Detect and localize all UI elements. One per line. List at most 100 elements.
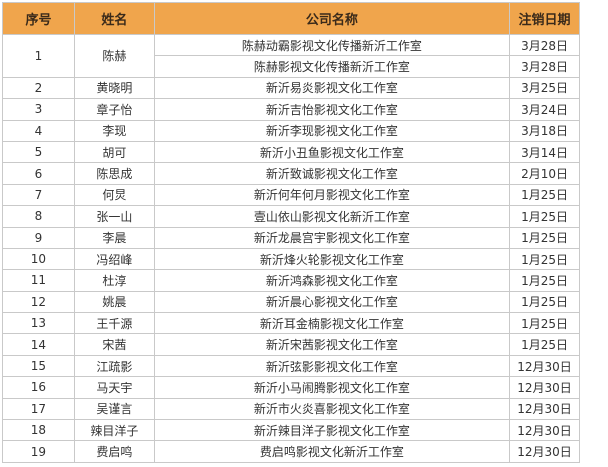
name-cell: 章子怡 — [73, 98, 155, 121]
date-cell: 3月18日 — [509, 119, 580, 142]
date-cell: 3月14日 — [509, 140, 580, 164]
company-cell: 新沂李现影视文化工作室 — [153, 119, 511, 142]
date-cell: 12月30日 — [509, 397, 580, 421]
company-cell: 新沂弦影影视文化工作室 — [153, 354, 511, 378]
date-cell: 12月30日 — [509, 440, 580, 463]
company-cell: 费启鸣影视文化新沂工作室 — [153, 440, 511, 463]
company-cell: 壹山依山影视文化新沂工作室 — [153, 205, 511, 228]
table-row: 3 章子怡 新沂吉怡影视文化工作室 3月24日 — [2, 98, 580, 121]
table-row: 11 杜淳 新沂鸿森影视文化工作室 1月25日 — [2, 269, 580, 292]
table-row: 1 陈赫 陈赫动霸影视文化传播新沂工作室 3月28日 — [2, 33, 580, 78]
date-cell: 1月25日 — [509, 205, 580, 228]
index-cell: 10 — [2, 247, 75, 271]
index-cell: 14 — [2, 333, 75, 356]
header-cell: 公司名称 — [153, 2, 511, 35]
index-cell: 12 — [2, 290, 75, 314]
deregistration-table: 序号 姓名 公司名称 注销日期 1 陈赫 陈赫动霸影视文化传播新沂工作室 3月28日 陈赫影视… — [2, 2, 580, 463]
name-cell: 黄晓明 — [73, 76, 155, 100]
index-cell: 3 — [2, 98, 75, 121]
table-row: 6 陈思成 新沂致诚影视文化工作室 2月10日 — [2, 162, 580, 185]
date-cell: 1月25日 — [509, 183, 580, 207]
index-cell: 7 — [2, 183, 75, 207]
company-cell: 新沂辣目洋子影视文化工作室 — [153, 419, 511, 442]
index-cell: 15 — [2, 354, 75, 378]
date-cell: 3月24日 — [509, 98, 580, 121]
company-cell: 陈赫动霸影视文化传播新沂工作室 — [153, 33, 511, 57]
company-cell: 新沂吉怡影视文化工作室 — [153, 98, 511, 121]
table-row: 4 李现 新沂李现影视文化工作室 3月18日 — [2, 119, 580, 142]
company-cell: 新沂烽火轮影视文化工作室 — [153, 247, 511, 271]
table-row: 19 费启鸣 费启鸣影视文化新沂工作室 12月30日 — [2, 440, 580, 463]
table-row: 14 宋茜 新沂宋茜影视文化工作室 1月25日 — [2, 333, 580, 356]
index-cell: 4 — [2, 119, 75, 142]
date-cell: 3月28日 — [509, 55, 580, 78]
index-cell: 1 — [2, 34, 75, 78]
index-cell: 9 — [2, 226, 75, 249]
table-row: 10 冯绍峰 新沂烽火轮影视文化工作室 1月25日 — [2, 247, 580, 271]
date-cell: 12月30日 — [509, 419, 580, 442]
index-cell: 18 — [2, 419, 75, 442]
name-cell: 胡可 — [73, 140, 155, 164]
index-cell: 17 — [2, 397, 75, 421]
name-cell: 冯绍峰 — [73, 247, 155, 271]
table-row: 5 胡可 新沂小丑鱼影视文化工作室 3月14日 — [2, 140, 580, 164]
table-row: 陈赫影视文化传播新沂工作室 3月28日 — [3, 55, 580, 78]
table-row: 16 马天宇 新沂小马闹腾影视文化工作室 12月30日 — [2, 376, 580, 399]
company-cell: 新沂鸿森影视文化工作室 — [153, 269, 511, 292]
name-cell: 吴谨言 — [73, 397, 155, 421]
index-cell: 19 — [2, 440, 75, 463]
table-row: 13 王千源 新沂耳金楠影视文化工作室 1月25日 — [2, 312, 580, 335]
name-cell: 张一山 — [73, 205, 155, 228]
company-cell: 新沂龙晨宫宇影视文化工作室 — [153, 226, 511, 249]
table-row: 8 张一山 壹山依山影视文化新沂工作室 1月25日 — [2, 205, 580, 228]
index-cell: 8 — [2, 205, 75, 228]
table-body: 1 陈赫 陈赫动霸影视文化传播新沂工作室 3月28日 陈赫影视文化传播新沂工作室 3月28… — [2, 33, 580, 463]
company-cell: 新沂耳金楠影视文化工作室 — [153, 312, 511, 335]
date-cell: 1月25日 — [509, 247, 580, 271]
company-cell: 新沂市火炎喜影视文化工作室 — [153, 397, 511, 421]
name-cell: 李现 — [73, 119, 155, 142]
name-cell: 杜淳 — [73, 269, 155, 292]
company-cell: 新沂小马闹腾影视文化工作室 — [153, 376, 511, 399]
table-row: 7 何炅 新沂何年何月影视文化工作室 1月25日 — [2, 183, 580, 207]
table-row: 12 姚晨 新沂晨心影视文化工作室 1月25日 — [2, 290, 580, 314]
name-cell: 何炅 — [73, 183, 155, 207]
name-cell: 陈赫 — [73, 34, 155, 78]
table-row: 15 江疏影 新沂弦影影视文化工作室 12月30日 — [2, 354, 580, 378]
name-cell: 王千源 — [73, 312, 155, 335]
header-cell: 注销日期 — [509, 2, 580, 35]
company-cell: 新沂小丑鱼影视文化工作室 — [153, 140, 511, 164]
table-row: 9 李晨 新沂龙晨宫宇影视文化工作室 1月25日 — [2, 226, 580, 249]
company-cell: 新沂致诚影视文化工作室 — [153, 162, 511, 185]
header-row: 序号 姓名 公司名称 注销日期 — [2, 2, 580, 35]
company-cell: 新沂晨心影视文化工作室 — [153, 290, 511, 314]
header-cell: 序号 — [2, 2, 75, 35]
company-cell: 新沂何年何月影视文化工作室 — [153, 183, 511, 207]
index-cell: 5 — [2, 140, 75, 164]
name-cell: 江疏影 — [73, 354, 155, 378]
index-cell: 2 — [2, 76, 75, 100]
date-cell: 2月10日 — [509, 162, 580, 185]
index-cell: 16 — [2, 376, 75, 399]
date-cell: 3月28日 — [509, 33, 580, 57]
name-cell: 费启鸣 — [73, 440, 155, 463]
name-cell: 宋茜 — [73, 333, 155, 356]
name-cell: 辣目洋子 — [73, 419, 155, 442]
company-cell: 陈赫影视文化传播新沂工作室 — [153, 55, 511, 78]
table-row: 2 黄晓明 新沂易炎影视文化工作室 3月25日 — [2, 76, 580, 100]
company-cell: 新沂宋茜影视文化工作室 — [153, 333, 511, 356]
date-cell: 12月30日 — [509, 376, 580, 399]
date-cell: 1月25日 — [509, 269, 580, 292]
table-row: 17 吴谨言 新沂市火炎喜影视文化工作室 12月30日 — [2, 397, 580, 421]
company-cell: 新沂易炎影视文化工作室 — [153, 76, 511, 100]
date-cell: 1月25日 — [509, 333, 580, 356]
index-cell: 6 — [2, 162, 75, 185]
date-cell: 12月30日 — [509, 354, 580, 378]
index-cell: 13 — [2, 312, 75, 335]
name-cell: 李晨 — [73, 226, 155, 249]
name-cell: 马天宇 — [73, 376, 155, 399]
header-cell: 姓名 — [73, 2, 155, 35]
index-cell: 11 — [2, 269, 75, 292]
date-cell: 1月25日 — [509, 290, 580, 314]
